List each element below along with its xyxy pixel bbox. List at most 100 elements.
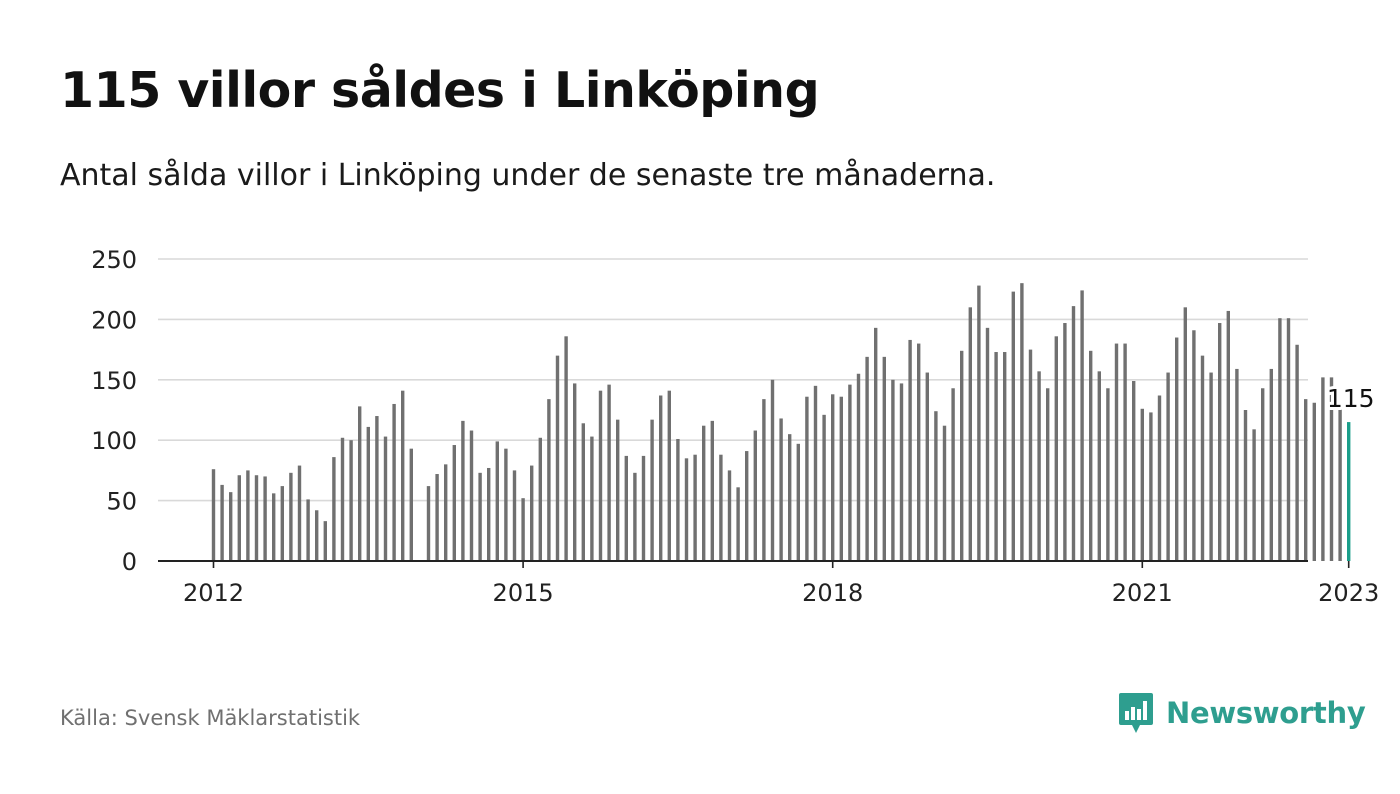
bar bbox=[315, 510, 319, 561]
bar bbox=[667, 390, 671, 561]
bar bbox=[745, 451, 749, 561]
bar bbox=[306, 499, 310, 561]
bar bbox=[409, 448, 413, 561]
bar bbox=[1192, 330, 1196, 561]
bar bbox=[633, 472, 637, 561]
bar bbox=[598, 390, 603, 561]
bar bbox=[727, 470, 732, 561]
newsworthy-logo[interactable]: Newsworthy bbox=[1118, 690, 1366, 736]
x-tick-label: 2023 bbox=[1318, 579, 1379, 607]
bar bbox=[332, 457, 336, 561]
bar bbox=[779, 418, 783, 561]
bar bbox=[607, 384, 611, 561]
y-tick-label: 0 bbox=[122, 548, 137, 576]
bar bbox=[1200, 355, 1205, 561]
bar bbox=[495, 441, 499, 561]
bar bbox=[1166, 372, 1170, 561]
bar bbox=[547, 399, 551, 561]
bar bbox=[839, 396, 843, 561]
bar bbox=[1046, 388, 1050, 561]
bar bbox=[710, 420, 714, 561]
bar bbox=[1175, 337, 1179, 561]
bar bbox=[650, 419, 654, 561]
bar bbox=[487, 467, 491, 561]
bar bbox=[401, 390, 405, 561]
chart-title: 115 villor såldes i Linköping bbox=[60, 62, 820, 119]
bar bbox=[908, 339, 912, 561]
bar bbox=[1063, 323, 1067, 561]
bar bbox=[1080, 290, 1084, 561]
bar bbox=[856, 373, 861, 561]
bar bbox=[1020, 283, 1024, 561]
bar bbox=[736, 487, 740, 561]
bar bbox=[530, 465, 534, 561]
bar bbox=[1028, 349, 1033, 561]
bar bbox=[1097, 371, 1101, 561]
bar bbox=[573, 383, 577, 561]
bar bbox=[211, 469, 216, 561]
bar bbox=[426, 486, 431, 561]
bar bbox=[220, 484, 224, 561]
bar bbox=[831, 394, 835, 561]
bar bbox=[1106, 388, 1110, 561]
bar-highlight bbox=[1347, 422, 1351, 561]
bar bbox=[1114, 343, 1119, 561]
bar bbox=[1338, 408, 1342, 561]
bar bbox=[788, 434, 792, 561]
bar bbox=[289, 472, 293, 561]
bar bbox=[375, 416, 379, 561]
bar bbox=[538, 437, 542, 561]
bar bbox=[968, 307, 972, 561]
bar bbox=[796, 443, 800, 561]
bar bbox=[1312, 402, 1316, 561]
bar bbox=[512, 470, 517, 561]
bar bbox=[590, 436, 594, 561]
bar bbox=[452, 445, 456, 561]
bar bbox=[1003, 352, 1007, 561]
bar bbox=[1157, 395, 1162, 561]
bar bbox=[676, 438, 680, 561]
highlight-value-label: 115 bbox=[1327, 384, 1375, 413]
chart-subtitle: Antal sålda villor i Linköping under de … bbox=[60, 158, 996, 193]
bar bbox=[521, 498, 525, 561]
bar bbox=[1329, 377, 1334, 561]
y-tick-label: 100 bbox=[91, 427, 137, 455]
bar bbox=[504, 448, 508, 561]
y-tick-label: 150 bbox=[91, 367, 137, 395]
bar bbox=[1295, 344, 1299, 561]
bar bbox=[1132, 381, 1136, 561]
source-note: Källa: Svensk Mäklarstatistik bbox=[60, 706, 361, 730]
bar bbox=[1226, 310, 1230, 561]
bar bbox=[960, 350, 964, 561]
bar bbox=[1321, 377, 1325, 561]
bar bbox=[358, 406, 362, 561]
bar bbox=[641, 455, 646, 561]
bar bbox=[1037, 371, 1041, 561]
bar bbox=[340, 437, 345, 561]
highlight-value-halo: 115 bbox=[1327, 384, 1375, 413]
bar bbox=[349, 440, 353, 561]
bar bbox=[366, 426, 370, 561]
bar bbox=[917, 343, 921, 561]
bar bbox=[237, 475, 241, 561]
bar bbox=[719, 454, 723, 561]
bar bbox=[1209, 372, 1213, 561]
bar bbox=[581, 423, 585, 561]
bar bbox=[1218, 323, 1222, 561]
bar bbox=[461, 420, 465, 561]
bar bbox=[934, 411, 938, 561]
bar bbox=[985, 327, 990, 561]
bar bbox=[229, 492, 233, 561]
bar bbox=[1269, 368, 1273, 561]
bar bbox=[994, 352, 998, 561]
bar bbox=[891, 379, 895, 561]
newsworthy-logo-text: Newsworthy bbox=[1166, 696, 1366, 730]
bar bbox=[297, 465, 302, 561]
bar bbox=[392, 403, 396, 561]
x-tick-label: 2021 bbox=[1112, 579, 1173, 607]
bar bbox=[1011, 291, 1015, 561]
bar bbox=[977, 285, 981, 561]
bar bbox=[865, 356, 869, 561]
bar bbox=[848, 384, 852, 561]
